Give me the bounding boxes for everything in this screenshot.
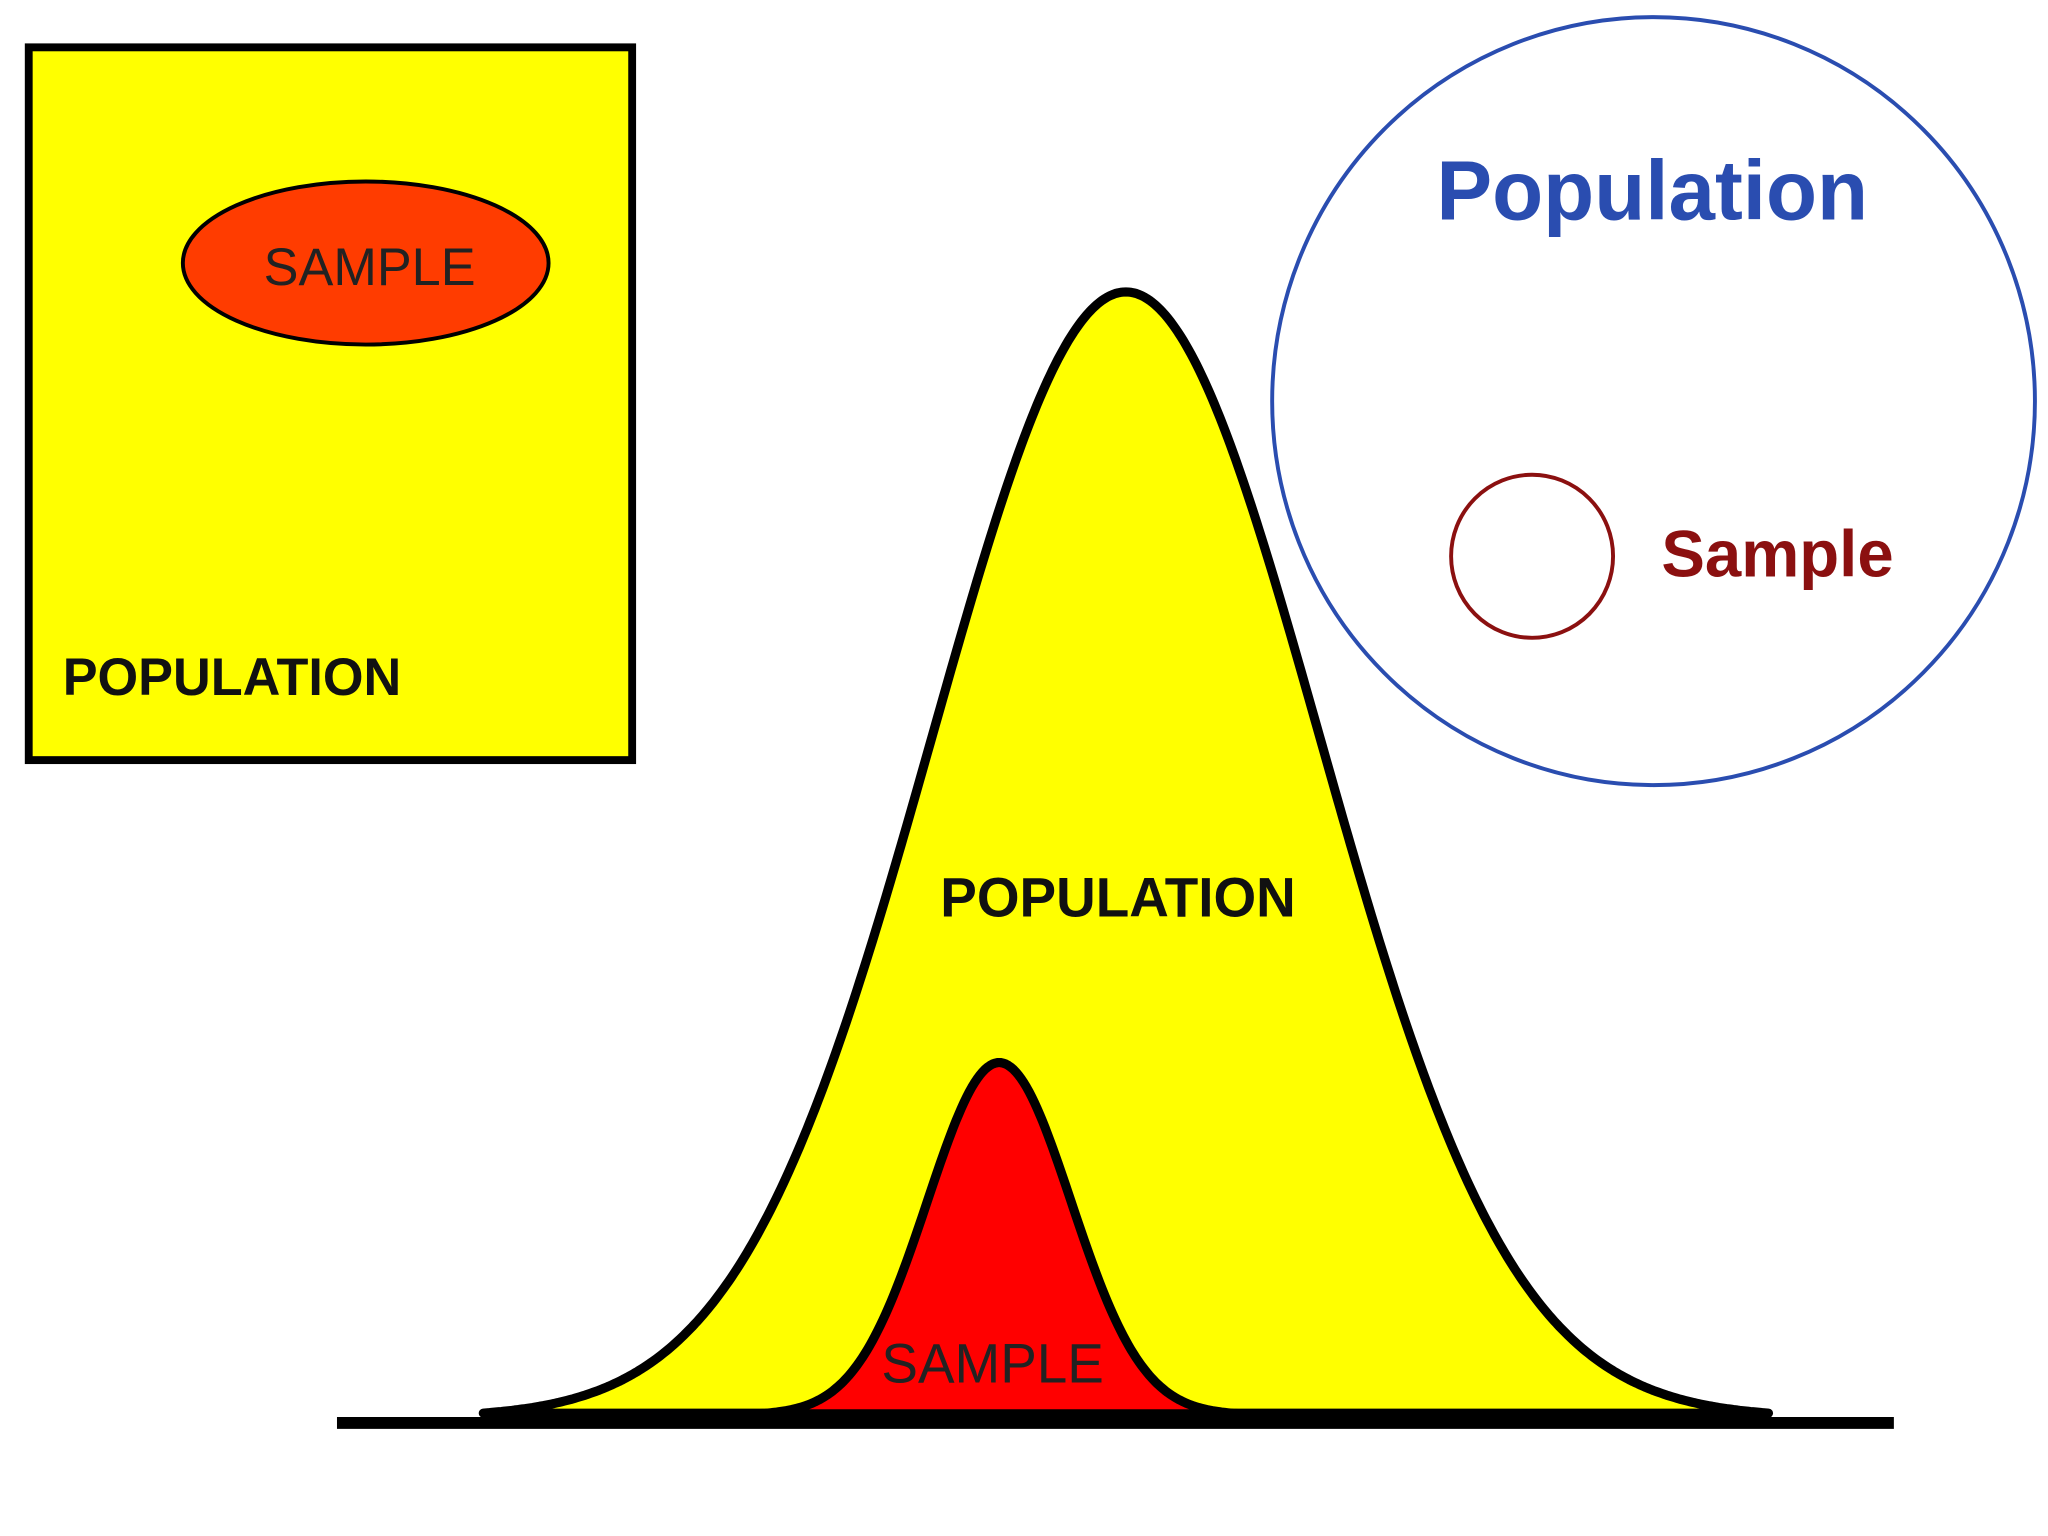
sample-label: SAMPLE [264,239,476,297]
population-label: POPULATION [63,649,402,707]
population-box [24,43,637,765]
sample-label: Sample [1661,517,1893,590]
population-label: POPULATION [940,867,1295,929]
population-label: Population [1436,143,1868,237]
bell-diagram: POPULATION SAMPLE [336,287,1894,1429]
population-circle [1270,15,2037,788]
sample-curve [752,1057,1246,1419]
sample-ellipse [180,179,551,347]
sample-label: SAMPLE [881,1332,1104,1394]
circle-diagram: Population Sample [1270,15,2037,788]
box-diagram: SAMPLE POPULATION [24,43,637,765]
population-curve [478,287,1774,1418]
sample-circle [1449,472,1616,640]
